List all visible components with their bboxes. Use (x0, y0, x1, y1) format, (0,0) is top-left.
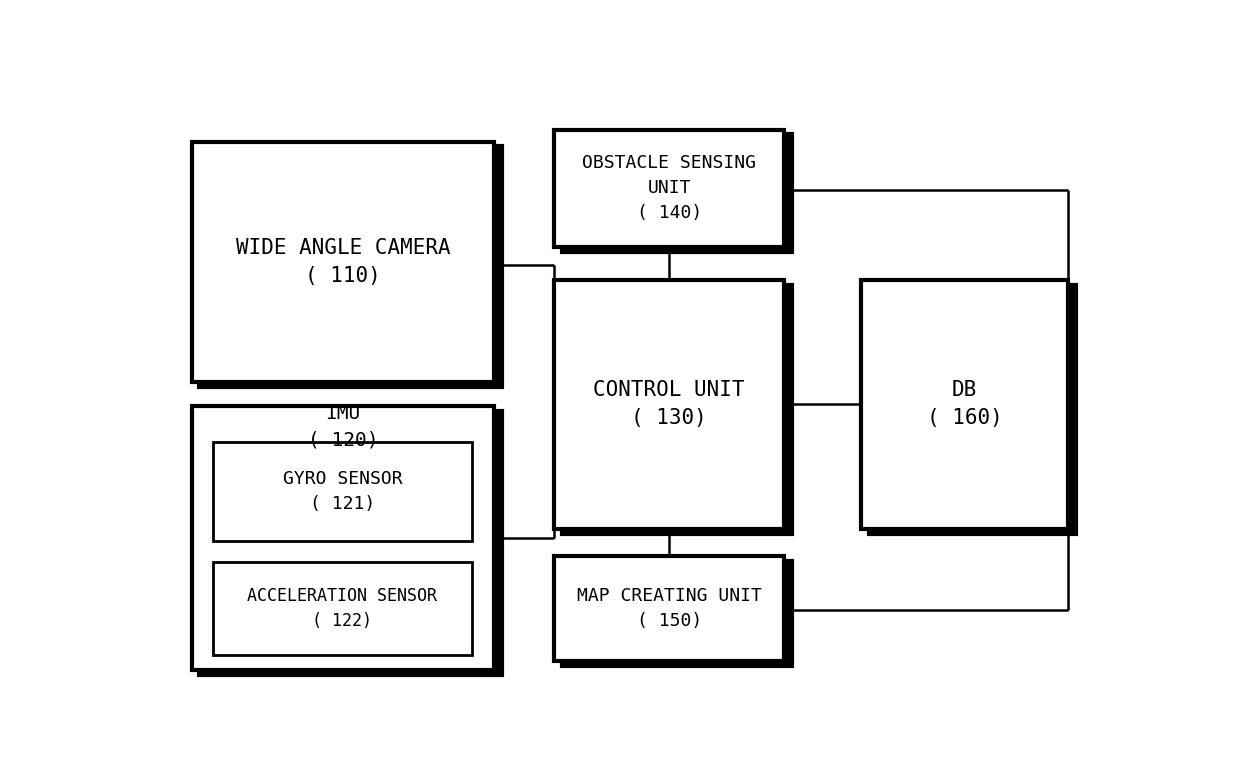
FancyBboxPatch shape (862, 280, 1068, 529)
FancyBboxPatch shape (191, 142, 495, 382)
FancyBboxPatch shape (869, 285, 1075, 534)
FancyBboxPatch shape (191, 406, 495, 670)
FancyBboxPatch shape (200, 147, 502, 387)
FancyBboxPatch shape (554, 280, 785, 529)
Text: DB
( 160): DB ( 160) (926, 381, 1002, 428)
FancyBboxPatch shape (554, 556, 785, 661)
FancyBboxPatch shape (213, 562, 472, 655)
Text: WIDE ANGLE CAMERA
( 110): WIDE ANGLE CAMERA ( 110) (236, 238, 450, 285)
Text: CONTROL UNIT
( 130): CONTROL UNIT ( 130) (594, 381, 745, 428)
FancyBboxPatch shape (213, 442, 472, 541)
Text: IMU
( 120): IMU ( 120) (308, 404, 378, 450)
FancyBboxPatch shape (200, 411, 502, 675)
Text: MAP CREATING UNIT
( 150): MAP CREATING UNIT ( 150) (577, 587, 761, 630)
FancyBboxPatch shape (562, 561, 792, 666)
Text: GYRO SENSOR
( 121): GYRO SENSOR ( 121) (283, 470, 402, 513)
Text: OBSTACLE SENSING
UNIT
( 140): OBSTACLE SENSING UNIT ( 140) (582, 154, 756, 222)
FancyBboxPatch shape (554, 129, 785, 246)
Text: ACCELERATION SENSOR
( 122): ACCELERATION SENSOR ( 122) (248, 587, 438, 630)
FancyBboxPatch shape (562, 285, 792, 534)
FancyBboxPatch shape (221, 447, 480, 546)
FancyBboxPatch shape (562, 134, 792, 252)
